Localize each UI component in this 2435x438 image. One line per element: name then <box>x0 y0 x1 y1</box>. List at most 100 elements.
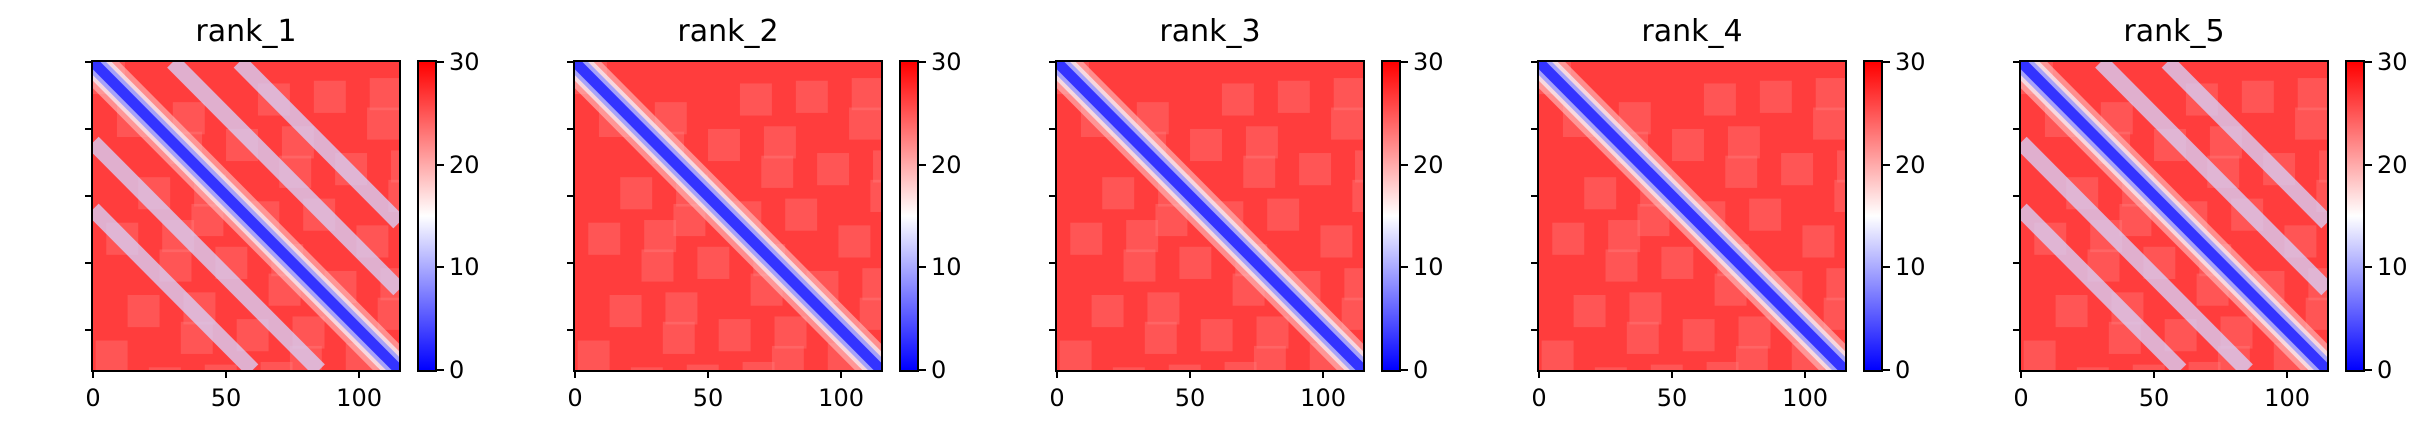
heatmap-texture-cell <box>1706 361 1739 370</box>
x-tick-mark <box>2020 370 2022 378</box>
heatmap-texture-cell <box>620 177 653 210</box>
heatmap-texture-cell <box>377 297 399 330</box>
y-tick-mark <box>567 261 575 264</box>
y-tick-mark <box>2013 328 2021 331</box>
heatmap-texture-cell <box>1837 150 1845 183</box>
y-tick-mark <box>85 61 93 63</box>
x-tick-label: 100 <box>336 384 382 412</box>
x-tick-mark <box>707 370 710 378</box>
heatmap-texture-cell <box>1661 246 1694 279</box>
heatmap-texture-cell <box>1333 78 1363 111</box>
heatmap-texture-cell <box>388 179 399 212</box>
colorbar-tick-label: 10 <box>1895 253 1926 282</box>
colorbar-tick-mark <box>437 369 444 371</box>
heatmap-texture-cell <box>1813 107 1845 140</box>
colorbar-tick-mark <box>919 163 926 166</box>
heatmap-texture-cell <box>1759 80 1792 113</box>
heatmap-texture-cell <box>609 295 642 328</box>
colorbar-tick-label: 0 <box>1413 356 1429 384</box>
heatmap-image <box>1055 60 1365 372</box>
colorbar-tick-label: 30 <box>1413 48 1444 76</box>
y-tick-mark <box>85 328 93 331</box>
heatmap-texture-cell <box>838 225 871 258</box>
heatmap-texture-cell <box>2316 179 2327 212</box>
colorbar-tick-mark <box>919 266 926 269</box>
x-tick-label: 50 <box>210 384 242 412</box>
x-tick-mark <box>1056 370 1058 378</box>
panel-title: rank_4 <box>1641 14 1743 49</box>
heatmap-texture-cell <box>771 345 804 370</box>
heatmap-texture-cell <box>851 78 881 111</box>
heatmap-texture-cell <box>1344 268 1363 301</box>
heatmap-texture-cell <box>1802 225 1835 258</box>
heatmap-texture-cell <box>1352 179 1363 212</box>
heatmap-texture-cell <box>1221 83 1254 116</box>
heatmap-texture-cell <box>849 107 881 140</box>
heatmap-texture-cell <box>1823 297 1845 330</box>
heatmap-texture-cell <box>2055 295 2088 328</box>
y-tick-mark <box>1531 127 1539 130</box>
heatmap-texture-cell <box>1738 316 1771 349</box>
heatmap-texture-cell <box>313 80 346 113</box>
colorbar-tick-mark <box>437 266 444 269</box>
x-tick-label: 50 <box>1174 384 1206 412</box>
heatmap-texture-cell <box>1727 126 1760 159</box>
y-tick-mark <box>2013 194 2021 197</box>
heatmap-texture-cell <box>662 321 695 354</box>
colorbar-tick-label: 30 <box>1895 48 1926 76</box>
x-tick-label: 0 <box>2013 384 2029 412</box>
heatmap-texture-cell <box>774 316 807 349</box>
colorbar-tick-mark <box>1401 266 1408 269</box>
heatmap-texture-cell <box>1123 249 1156 282</box>
heatmap-texture-cell <box>2297 78 2327 111</box>
heatmap-secondary-band <box>233 62 399 229</box>
y-tick-mark <box>2013 61 2021 63</box>
heatmap-texture-cell <box>761 155 794 188</box>
x-tick-mark <box>1322 370 1325 378</box>
heatmap-main-diagonal <box>1539 62 1845 370</box>
colorbar-tick-mark <box>437 61 444 63</box>
heatmap-texture-cell <box>859 297 881 330</box>
y-tick-mark <box>85 194 93 197</box>
heatmap-texture-cell <box>367 107 399 140</box>
colorbar-tick-label: 0 <box>2377 356 2393 384</box>
heatmap-texture-cell <box>1541 340 1574 370</box>
colorbar-tick-mark <box>2365 61 2372 63</box>
heatmap-image <box>2019 60 2329 372</box>
heatmap-main-diagonal <box>93 62 399 370</box>
heatmap-texture-cell <box>1277 80 1310 113</box>
colorbar-tick-mark <box>2365 266 2372 269</box>
y-tick-mark <box>1531 261 1539 264</box>
x-tick-mark <box>92 370 94 378</box>
x-tick-mark <box>2153 370 2156 378</box>
colorbar-tick-label: 20 <box>449 150 480 179</box>
heatmap-texture-cell <box>763 126 796 159</box>
heatmap-texture-cell <box>641 249 674 282</box>
heatmap-texture-cell <box>742 361 775 370</box>
heatmap-texture-cell <box>686 364 719 370</box>
heatmap-texture-cell <box>862 268 881 301</box>
heatmap-texture-cell <box>1672 128 1704 162</box>
heatmap-texture-cell <box>1144 321 1177 354</box>
heatmap-texture-cell <box>260 361 293 370</box>
heatmap-secondary-band <box>2021 203 2187 370</box>
x-tick-mark <box>1189 370 1192 378</box>
y-tick-mark <box>85 261 93 264</box>
x-tick-label: 100 <box>1782 384 1828 412</box>
heatmap-texture-cell <box>1703 83 1736 116</box>
y-tick-mark <box>1531 194 1539 197</box>
heatmap-image <box>1537 60 1847 372</box>
heatmap-svg <box>1057 62 1363 370</box>
x-tick-mark <box>225 370 228 378</box>
y-tick-mark <box>567 127 575 130</box>
heatmap-texture-cell <box>1253 345 1286 370</box>
heatmap-texture-cell <box>1059 340 1092 370</box>
x-tick-label: 0 <box>1531 384 1547 412</box>
heatmap-texture-cell <box>1781 153 1814 186</box>
heatmap-texture-cell <box>1112 367 1145 370</box>
x-tick-label: 50 <box>2138 384 2170 412</box>
heatmap-main-diagonal <box>575 62 881 370</box>
heatmap-texture-cell <box>1126 220 1159 253</box>
heatmap-texture-cell <box>148 367 181 370</box>
